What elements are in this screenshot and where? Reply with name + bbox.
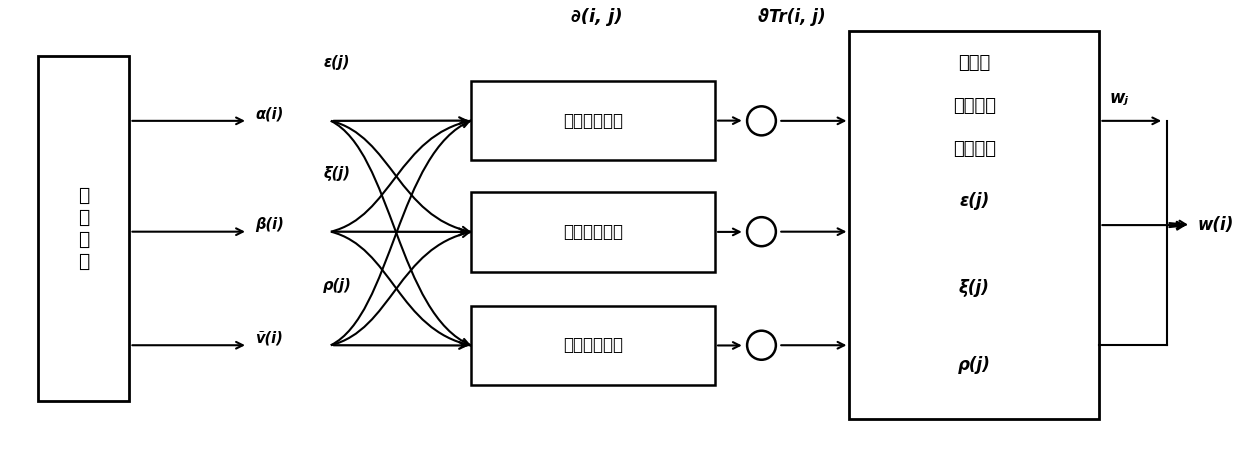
- Bar: [38, 56, 129, 401]
- Text: 滤波节点函数: 滤波节点函数: [563, 223, 624, 241]
- Text: β(i): β(i): [255, 218, 284, 232]
- Bar: [471, 306, 715, 385]
- Text: w(i): w(i): [1197, 216, 1234, 234]
- Bar: [471, 81, 715, 160]
- Text: ε(j): ε(j): [324, 55, 350, 70]
- Text: α(i): α(i): [255, 106, 284, 122]
- Text: ṽ(i): ṽ(i): [255, 331, 283, 346]
- Text: ε(j): ε(j): [960, 192, 990, 210]
- Bar: [849, 31, 1100, 419]
- Text: 网络权値: 网络权値: [952, 140, 996, 158]
- Text: ϑTr(i, j): ϑTr(i, j): [758, 8, 826, 27]
- Text: 调节滤波: 调节滤波: [952, 97, 996, 115]
- Text: 输
入
信
号: 输 入 信 号: [78, 186, 89, 271]
- Text: ∂(i, j): ∂(i, j): [570, 8, 622, 27]
- Text: ξ(j): ξ(j): [959, 279, 990, 297]
- Text: ρ(j): ρ(j): [959, 356, 991, 374]
- Bar: [471, 192, 715, 271]
- Text: ξ(j): ξ(j): [324, 166, 351, 181]
- Text: 修正器: 修正器: [959, 54, 991, 72]
- Text: 滤波节点函数: 滤波节点函数: [563, 336, 624, 355]
- Text: wⱼ: wⱼ: [1110, 89, 1128, 107]
- Text: 滤波节点函数: 滤波节点函数: [563, 112, 624, 130]
- Text: ρ(j): ρ(j): [322, 278, 351, 293]
